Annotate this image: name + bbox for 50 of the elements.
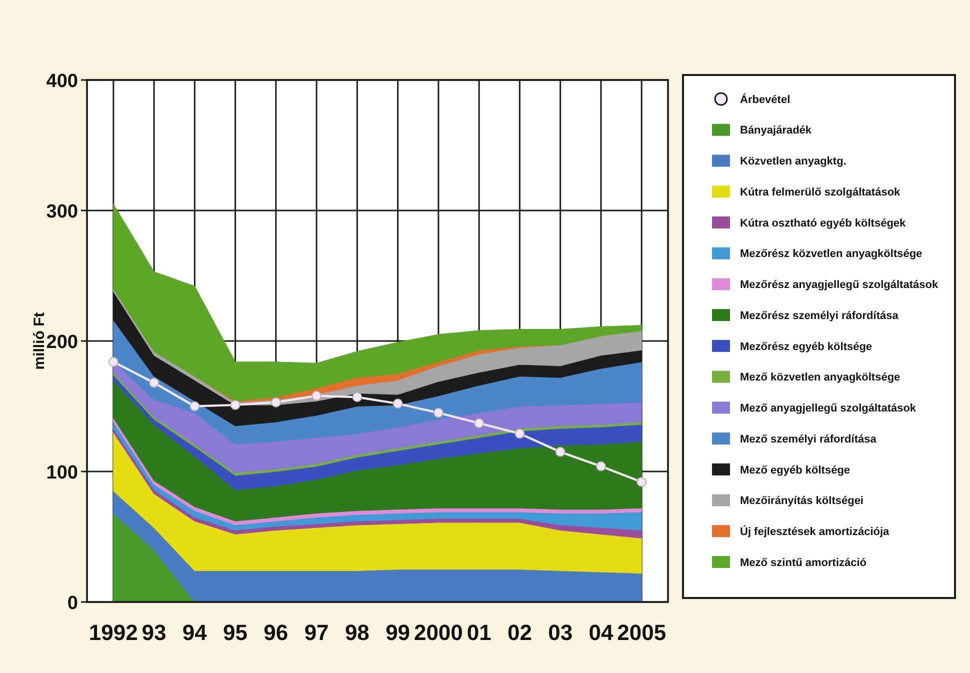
point xyxy=(433,408,444,418)
point xyxy=(555,446,566,457)
point xyxy=(108,356,118,367)
legend-label: Mezőrész anyagjellegű szolgáltatások xyxy=(740,279,939,292)
x-tick-label: 97 xyxy=(304,620,329,645)
y-tick-label: 200 xyxy=(46,332,78,353)
y-axis-title: millió Ft xyxy=(31,312,48,370)
point xyxy=(312,390,322,401)
x-tick-label: 94 xyxy=(182,620,208,645)
point xyxy=(230,400,240,410)
legend-label: Árbevétel xyxy=(740,92,790,106)
legend-label: Kútra osztható egyéb költségek xyxy=(740,217,907,230)
legend-label: Mezőirányítás költségei xyxy=(740,495,864,508)
x-tick-label: 2000 xyxy=(414,620,463,645)
legend-label: Kútra felmerülő szolgáltatások xyxy=(740,186,902,198)
point xyxy=(149,378,160,388)
legend-label: Mezőrész egyéb költsége xyxy=(740,340,872,353)
x-tick-label: 93 xyxy=(142,620,166,645)
y-tick-label: 300 xyxy=(46,201,78,222)
x-tick-label: 2005 xyxy=(617,620,666,645)
x-tick-label: 04 xyxy=(588,620,614,645)
legend-label: Mező közvetlen anyagköltsége xyxy=(740,372,900,384)
legend-label: Mező személyi ráfordítása xyxy=(740,433,878,446)
legend-label: Közvetlen anyagktg. xyxy=(740,156,846,168)
legend-label: Mezőrész személyi ráfordítása xyxy=(740,310,900,322)
x-tick-label: 95 xyxy=(223,620,248,645)
point xyxy=(392,398,403,409)
x-tick-label: 01 xyxy=(466,620,492,645)
legend-label: Bányajáradék xyxy=(740,124,812,137)
y-tick-label: 0 xyxy=(67,592,78,614)
x-tick-label: 03 xyxy=(548,620,573,645)
legend-label: Mező szintű amortizáció xyxy=(740,556,867,569)
x-tick-label: 1992 xyxy=(88,620,138,645)
x-tick-label: 96 xyxy=(264,620,288,645)
legend-label: Új fejlesztések amortizációja xyxy=(740,524,890,538)
legend-label: Mezőrész közvetlen anyagköltsége xyxy=(740,248,922,260)
point xyxy=(352,392,362,402)
legend-label: Mező anyagjellegű szolgáltatások xyxy=(740,402,917,415)
point xyxy=(596,461,606,472)
x-tick-label: 99 xyxy=(386,620,410,645)
point xyxy=(190,401,200,412)
point xyxy=(270,397,281,408)
y-tick-label: 400 xyxy=(46,70,78,92)
x-tick-label: 98 xyxy=(344,620,370,645)
point xyxy=(514,428,525,439)
x-tick-label: 02 xyxy=(507,620,532,645)
legend-label: Mező egyéb költsége xyxy=(740,464,850,476)
y-tick-label: 100 xyxy=(46,462,78,484)
point xyxy=(474,418,484,428)
point xyxy=(636,476,647,487)
